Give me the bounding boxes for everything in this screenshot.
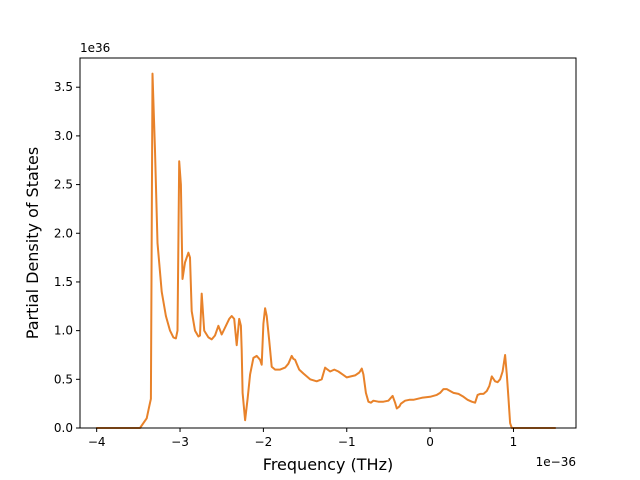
x-axis: −4 −3 −2 −1 0 1 <box>88 428 517 449</box>
y-tick-label: 2.0 <box>54 226 73 240</box>
x-tick-label: 0 <box>426 435 434 449</box>
y-tick-label: 1.0 <box>54 324 73 338</box>
x-tick-label: −3 <box>171 435 189 449</box>
x-tick-label: −1 <box>338 435 356 449</box>
y-axis: 0.0 0.5 1.0 1.5 2.0 2.5 3.0 3.5 <box>54 80 80 435</box>
y-tick-label: 0.5 <box>54 372 73 386</box>
y-tick-label: 0.0 <box>54 421 73 435</box>
y-axis-label: Partial Density of States <box>23 147 42 339</box>
x-offset-label: 1e−36 <box>536 455 576 469</box>
y-tick-label: 1.5 <box>54 275 73 289</box>
x-tick-label: −2 <box>255 435 273 449</box>
x-tick-label: −4 <box>88 435 106 449</box>
y-offset-label: 1e36 <box>80 41 110 55</box>
y-tick-label: 2.5 <box>54 178 73 192</box>
series-layer <box>95 72 557 429</box>
y-tick-label: 3.5 <box>54 80 73 94</box>
x-axis-label: Frequency (THz) <box>263 455 393 474</box>
y-tick-label: 3.0 <box>54 129 73 143</box>
plot-frame <box>79 57 577 429</box>
x-tick-label: 1 <box>510 435 518 449</box>
series-line <box>95 72 557 429</box>
